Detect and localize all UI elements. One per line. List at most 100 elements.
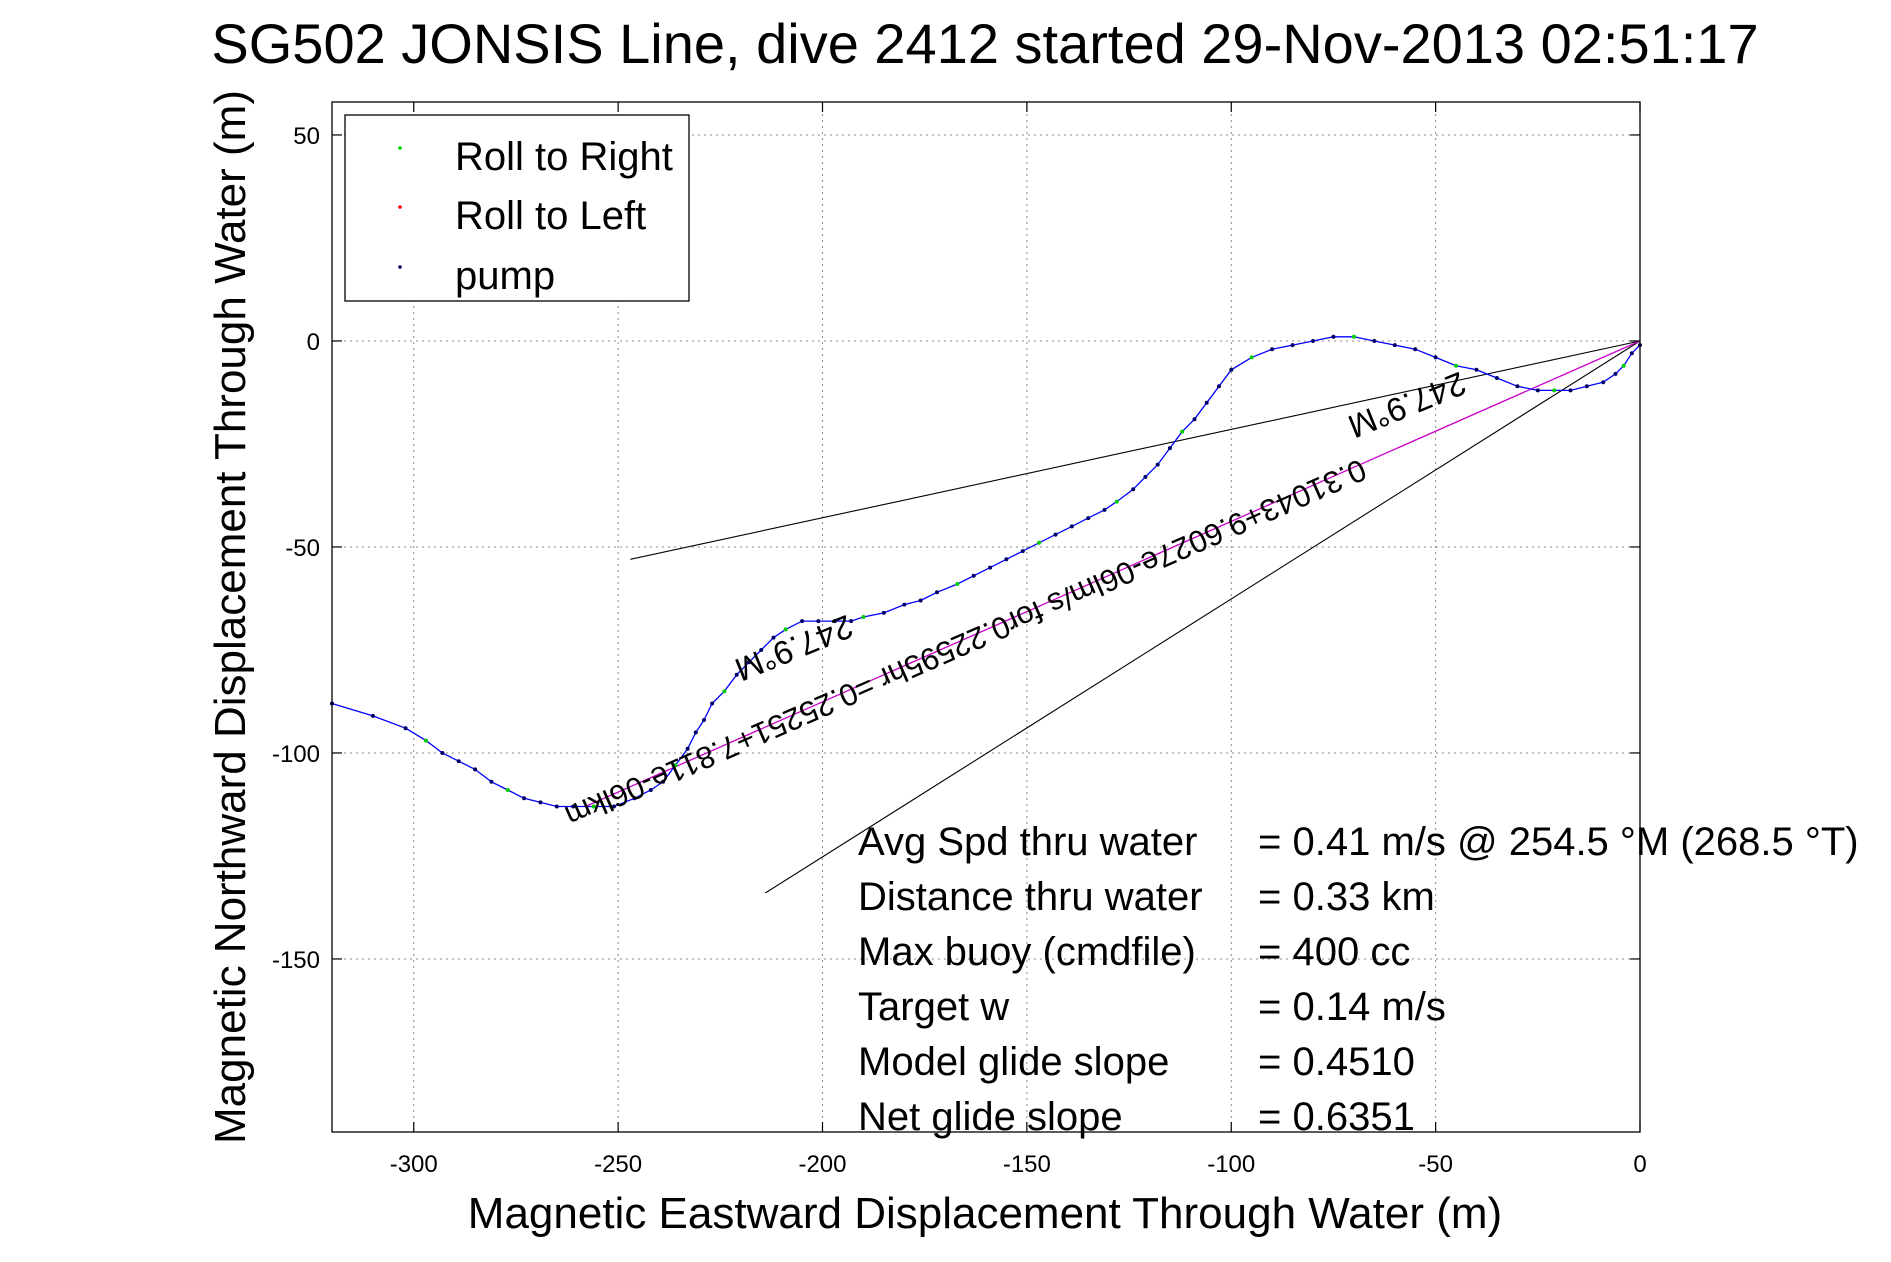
y-tick-label: -100 [272, 741, 320, 768]
track-point [1249, 355, 1254, 360]
stat-label-distance: Distance thru water [858, 875, 1203, 919]
track-point [554, 804, 559, 809]
track-point [505, 788, 510, 792]
track-point [612, 804, 616, 809]
track-point [1180, 429, 1185, 434]
track-point [1192, 417, 1197, 422]
track-point [722, 689, 727, 694]
track-point [1454, 363, 1459, 368]
track-point [1204, 400, 1209, 405]
track-point [673, 763, 678, 768]
net-displacement-line [585, 340, 1641, 808]
track-point [1290, 343, 1295, 348]
track-point [1331, 334, 1336, 339]
track-point [746, 660, 751, 665]
track-point [1102, 507, 1107, 512]
y-tick-label: 50 [293, 123, 320, 150]
track-point [1433, 355, 1438, 360]
track-point [1613, 371, 1618, 376]
y-tick-label: -50 [285, 535, 320, 562]
track-point [1584, 384, 1589, 389]
track-point [1037, 540, 1042, 545]
track-point [591, 804, 596, 809]
track-point [1020, 549, 1025, 554]
track-point [1351, 334, 1356, 339]
track-point [538, 800, 543, 805]
track-point [1114, 499, 1119, 504]
bearing-line [630, 340, 1641, 560]
axis-ticks: -300 -250 -200 -150 -100 -50 0 50 0 -50 -100 -150 [272, 102, 1647, 1178]
track-point [370, 713, 375, 718]
track-point [849, 619, 854, 624]
track-point [861, 615, 866, 619]
track-point [1270, 347, 1275, 352]
plot-frame [331, 101, 1641, 1133]
track-point [881, 610, 886, 615]
track-point [955, 582, 960, 586]
track-point [1621, 363, 1626, 368]
track-point [685, 746, 690, 751]
stat-label-net-glide: Net glide slope [858, 1095, 1123, 1139]
track-point [648, 788, 653, 792]
track-point [1143, 474, 1148, 479]
track-point [1229, 367, 1234, 372]
track-point [1311, 339, 1315, 343]
stat-value-target-w: = 0.14 m/s [1258, 985, 1446, 1029]
y-axis-label: Magnetic Northward Displacement Through … [206, 90, 255, 1144]
track-point [971, 573, 976, 578]
track-point [702, 718, 706, 722]
track-point [1053, 532, 1058, 537]
track-point [1629, 351, 1634, 356]
track-point [783, 627, 788, 632]
track-point [759, 648, 764, 652]
track-point [571, 804, 576, 809]
track-point [440, 751, 445, 755]
legend-label-roll-left: Roll to Left [455, 194, 646, 238]
stat-label-model-glide: Model glide slope [858, 1040, 1169, 1084]
track-point [1217, 384, 1221, 389]
track-point [710, 701, 715, 706]
legend-marker-roll-left [398, 205, 402, 209]
track-point [918, 598, 923, 603]
track-point [522, 796, 527, 801]
stat-label-target-w: Target w [858, 985, 1009, 1029]
track-point [1568, 388, 1573, 393]
legend-marker-roll-right [398, 146, 402, 150]
track-point [935, 590, 939, 595]
x-tick-label: -100 [1207, 1151, 1255, 1178]
track-point [693, 730, 698, 735]
track-point [800, 619, 805, 624]
track-point [1515, 384, 1520, 389]
track-point [1086, 516, 1091, 521]
track-point [1155, 462, 1160, 467]
legend: Roll to Right Roll to Left pump [344, 114, 690, 302]
track-point [1392, 343, 1397, 348]
track-point [1004, 557, 1009, 562]
x-tick-label: -150 [1003, 1151, 1051, 1178]
track-point [661, 779, 666, 784]
track-point [1413, 347, 1418, 352]
x-tick-label: 0 [1633, 1151, 1646, 1178]
stat-value-avg-speed: = 0.41 m/s @ 254.5 °M (268.5 °T) [1258, 820, 1859, 864]
track-point [1552, 388, 1557, 393]
legend-box [344, 114, 690, 302]
stat-label-avg-speed: Avg Spd thru water [858, 820, 1197, 864]
y-tick-label: 0 [307, 329, 320, 356]
y-tick-label: -150 [272, 947, 320, 974]
stat-value-model-glide: = 0.4510 [1258, 1040, 1415, 1084]
track-point [456, 759, 461, 764]
track-point [1601, 380, 1606, 385]
x-axis-label: Magnetic Eastward Displacement Through W… [468, 1189, 1502, 1238]
track-point [473, 767, 478, 772]
stat-value-net-glide: = 0.6351 [1258, 1095, 1415, 1139]
track-point [832, 619, 837, 624]
dive-stats: Avg Spd thru water = 0.41 m/s @ 254.5 °M… [858, 820, 1859, 1139]
stat-value-distance: = 0.33 km [1258, 875, 1435, 919]
track-point [489, 779, 494, 784]
track-point [902, 602, 907, 607]
track-point [816, 619, 821, 624]
stat-label-max-buoy: Max buoy (cmdfile) [858, 930, 1196, 974]
track-point [734, 672, 739, 677]
